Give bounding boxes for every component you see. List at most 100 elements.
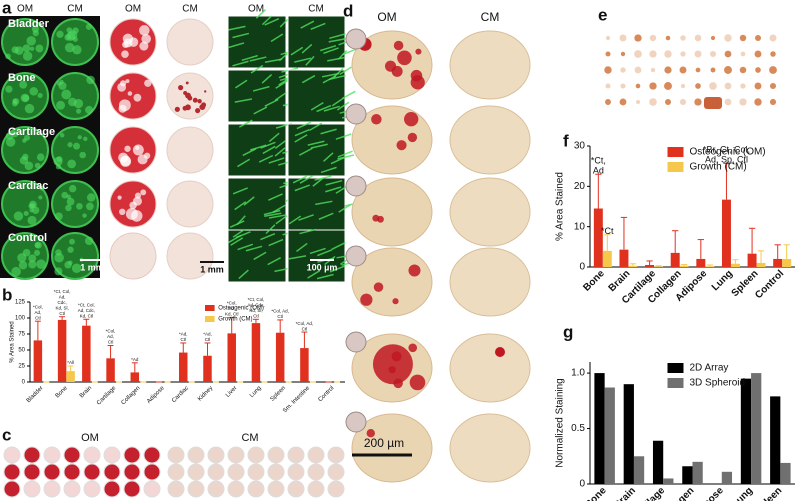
well-spot bbox=[724, 82, 732, 90]
fibre bbox=[238, 269, 249, 280]
panel-label: c bbox=[2, 425, 11, 444]
fibre bbox=[264, 58, 283, 63]
well bbox=[83, 463, 101, 481]
organ-icon bbox=[345, 411, 367, 433]
tissue bbox=[704, 97, 722, 109]
fluor-speck bbox=[38, 195, 43, 200]
bar bbox=[721, 199, 731, 267]
significance-note: Ctl bbox=[35, 315, 41, 320]
significance-note: Ctl bbox=[205, 337, 211, 342]
significance-note: *Ct, Col, bbox=[54, 289, 71, 294]
fibre bbox=[274, 139, 287, 150]
well bbox=[123, 446, 141, 464]
x-tick-label: Liver bbox=[225, 385, 238, 398]
bar bbox=[747, 253, 757, 267]
stain-spot bbox=[120, 155, 132, 167]
fluor-speck bbox=[31, 206, 40, 214]
fluor-speck bbox=[34, 241, 42, 249]
well-spot bbox=[679, 98, 687, 106]
well bbox=[267, 463, 285, 481]
fluor-speck bbox=[56, 30, 64, 38]
significance-note: *Ad, bbox=[179, 332, 188, 337]
well-spot bbox=[724, 34, 732, 42]
fluor-speck bbox=[22, 94, 30, 102]
stain-spot bbox=[120, 80, 127, 87]
significance-note: Ad, Cdc, bbox=[247, 302, 264, 307]
well bbox=[83, 480, 101, 498]
organ-icon bbox=[345, 245, 367, 267]
significance-note: *Ad, bbox=[203, 332, 212, 337]
fibre bbox=[300, 20, 315, 29]
well bbox=[123, 463, 141, 481]
x-tick-label: Brain bbox=[79, 385, 93, 399]
fibre bbox=[296, 242, 308, 253]
bar bbox=[57, 319, 67, 382]
fibre bbox=[294, 57, 312, 63]
fibre bbox=[234, 98, 253, 103]
bar bbox=[705, 266, 715, 267]
fibre bbox=[290, 46, 304, 56]
fibre bbox=[237, 158, 251, 168]
fluor-speck bbox=[56, 100, 66, 110]
scale-bar-label: 200 µm bbox=[364, 436, 404, 450]
stain-spot bbox=[127, 91, 133, 96]
well-spot bbox=[620, 83, 626, 89]
fluor-speck bbox=[82, 213, 87, 218]
well-spot bbox=[635, 99, 641, 105]
spheroid bbox=[449, 30, 531, 100]
stain-blob bbox=[408, 264, 421, 277]
bar bbox=[663, 478, 674, 484]
fibre bbox=[243, 196, 255, 206]
panel-label: b bbox=[2, 285, 12, 304]
fluor-speck bbox=[68, 97, 77, 107]
well-spot bbox=[754, 50, 762, 58]
y-tick-label: 125 bbox=[15, 300, 26, 306]
fibre bbox=[250, 64, 264, 74]
well bbox=[167, 480, 185, 498]
fibre bbox=[232, 228, 245, 238]
fluor-speck bbox=[66, 197, 75, 206]
y-axis-label: % Area Stained bbox=[10, 321, 16, 362]
column-label: CM bbox=[308, 4, 324, 15]
well-spot bbox=[605, 99, 611, 105]
panel-label: a bbox=[2, 0, 12, 17]
well-spot bbox=[634, 50, 642, 58]
fibre-tile bbox=[287, 15, 346, 69]
panel-label: f bbox=[563, 131, 569, 150]
column-label: CM bbox=[182, 4, 198, 15]
bar bbox=[251, 323, 261, 382]
x-tick-label: Bone bbox=[583, 485, 609, 501]
stain-spot bbox=[185, 81, 189, 85]
bar bbox=[633, 456, 645, 484]
fluor-speck bbox=[39, 185, 45, 191]
fibre bbox=[242, 148, 257, 157]
fluor-speck bbox=[22, 153, 29, 160]
legend-swatch bbox=[667, 378, 684, 388]
stain-spot bbox=[178, 85, 184, 91]
column-label: CM bbox=[67, 4, 83, 15]
well-spot bbox=[724, 66, 732, 74]
well-spot bbox=[710, 35, 716, 41]
fluor-speck bbox=[67, 246, 74, 253]
fibre bbox=[268, 238, 284, 247]
significance-note: *Ct, Col, bbox=[248, 297, 265, 302]
stain-well bbox=[166, 180, 214, 228]
well bbox=[267, 480, 285, 498]
fibre bbox=[328, 37, 346, 43]
legend-label: Osteogenic (OM) bbox=[218, 306, 264, 312]
fibre bbox=[268, 214, 287, 219]
well-spot bbox=[664, 82, 672, 90]
fibre bbox=[245, 245, 263, 252]
bar bbox=[679, 265, 689, 267]
stain-blob bbox=[495, 347, 505, 357]
bar bbox=[619, 249, 629, 267]
bar bbox=[623, 384, 634, 484]
fibre bbox=[325, 186, 342, 193]
fibre bbox=[294, 134, 308, 143]
fluor-speck bbox=[18, 260, 28, 270]
well-spot bbox=[649, 82, 657, 90]
well-spot bbox=[754, 34, 762, 42]
spheroid bbox=[449, 177, 531, 247]
fibre-tile bbox=[287, 123, 346, 177]
fibre bbox=[335, 133, 352, 140]
